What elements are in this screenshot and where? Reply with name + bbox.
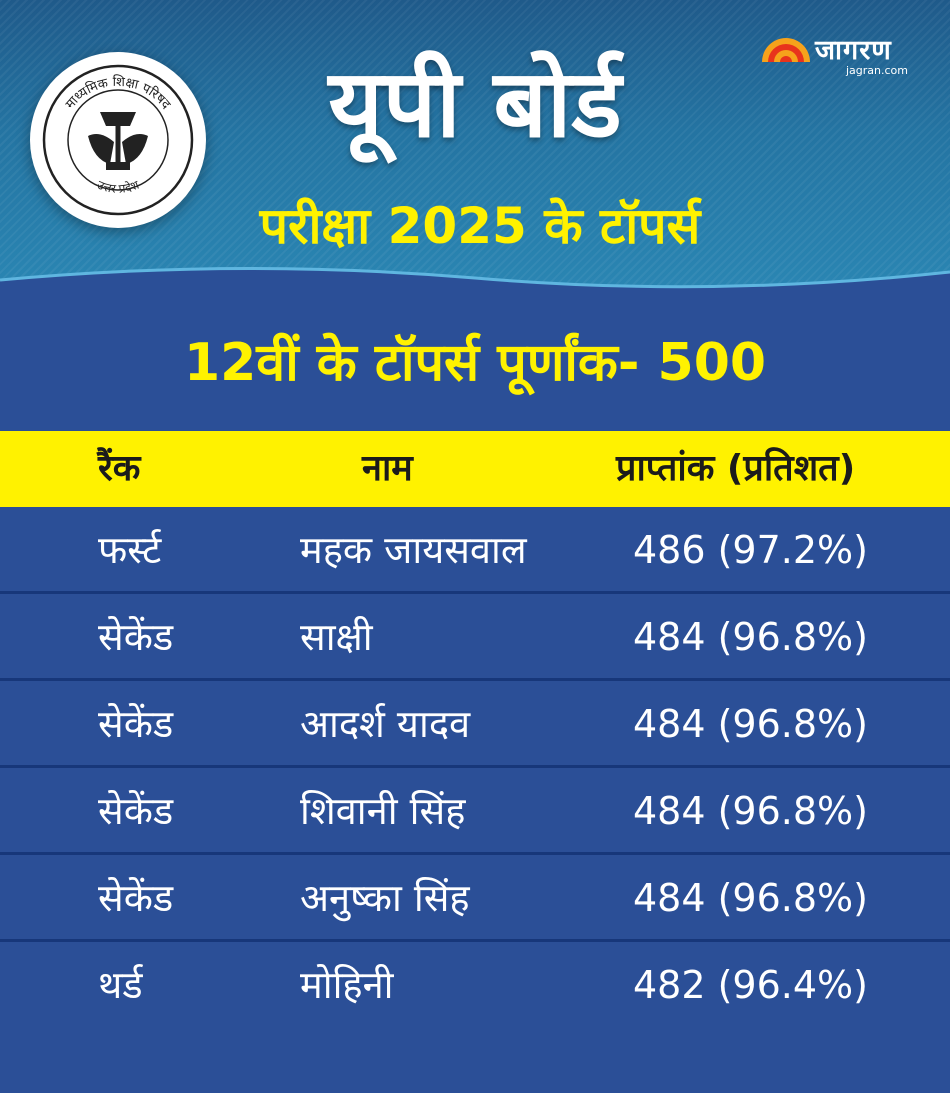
brand-url: jagran.com [846, 64, 909, 77]
score-cell: 484 (96.8%) [633, 615, 868, 659]
logo-text-bottom: उत्तर प्रदेश [95, 177, 142, 196]
header-banner: माध्यमिक शिक्षा परिषद उत्तर प्रदेश यूपी … [0, 0, 950, 292]
rank-cell: सेकेंड [98, 789, 174, 833]
rank-cell: सेकेंड [98, 702, 174, 746]
score-cell: 486 (97.2%) [633, 528, 868, 572]
name-cell: साक्षी [300, 615, 373, 659]
jagran-brand[interactable]: जागरण jagran.com [760, 30, 930, 80]
name-cell: आदर्श यादव [300, 702, 471, 746]
header-score: प्राप्तांक (प्रतिशत) [616, 448, 856, 489]
header-rank: रैंक [98, 448, 141, 489]
table-header: रैंक नाम प्राप्तांक (प्रतिशत) [0, 431, 950, 507]
score-cell: 484 (96.8%) [633, 789, 868, 833]
name-cell: महक जायसवाल [300, 528, 527, 572]
header-name: नाम [362, 448, 413, 489]
score-cell: 484 (96.8%) [633, 702, 868, 746]
table-row: सेकेंड साक्षी 484 (96.8%) [0, 594, 950, 681]
score-cell: 482 (96.4%) [633, 963, 868, 1007]
rank-cell: सेकेंड [98, 876, 174, 920]
rising-sun-icon [762, 38, 810, 62]
name-cell: मोहिनी [300, 963, 394, 1007]
name-cell: शिवानी सिंह [300, 789, 466, 833]
page-title: यूपी बोर्ड [328, 50, 622, 159]
table-row: सेकेंड आदर्श यादव 484 (96.8%) [0, 681, 950, 768]
up-board-logo: माध्यमिक शिक्षा परिषद उत्तर प्रदेश [30, 52, 206, 228]
table-row: थर्ड मोहिनी 482 (96.4%) [0, 942, 950, 1026]
up-board-emblem-icon: माध्यमिक शिक्षा परिषद उत्तर प्रदेश [42, 64, 194, 216]
wave-divider [0, 266, 950, 292]
page-subtitle: परीक्षा 2025 के टॉपर्स [259, 197, 701, 255]
section-title: 12वीं के टॉपर्स पूर्णांक- 500 [183, 333, 767, 393]
table-row: सेकेंड शिवानी सिंह 484 (96.8%) [0, 768, 950, 855]
svg-text:उत्तर प्रदेश: उत्तर प्रदेश [95, 177, 142, 196]
table-row: फर्स्ट महक जायसवाल 486 (97.2%) [0, 507, 950, 594]
table-row: सेकेंड अनुष्का सिंह 484 (96.8%) [0, 855, 950, 942]
brand-name: जागरण [815, 35, 892, 66]
rank-cell: सेकेंड [98, 615, 174, 659]
name-cell: अनुष्का सिंह [300, 876, 470, 920]
rank-cell: थर्ड [98, 963, 143, 1007]
score-cell: 484 (96.8%) [633, 876, 868, 920]
rank-cell: फर्स्ट [98, 528, 162, 572]
